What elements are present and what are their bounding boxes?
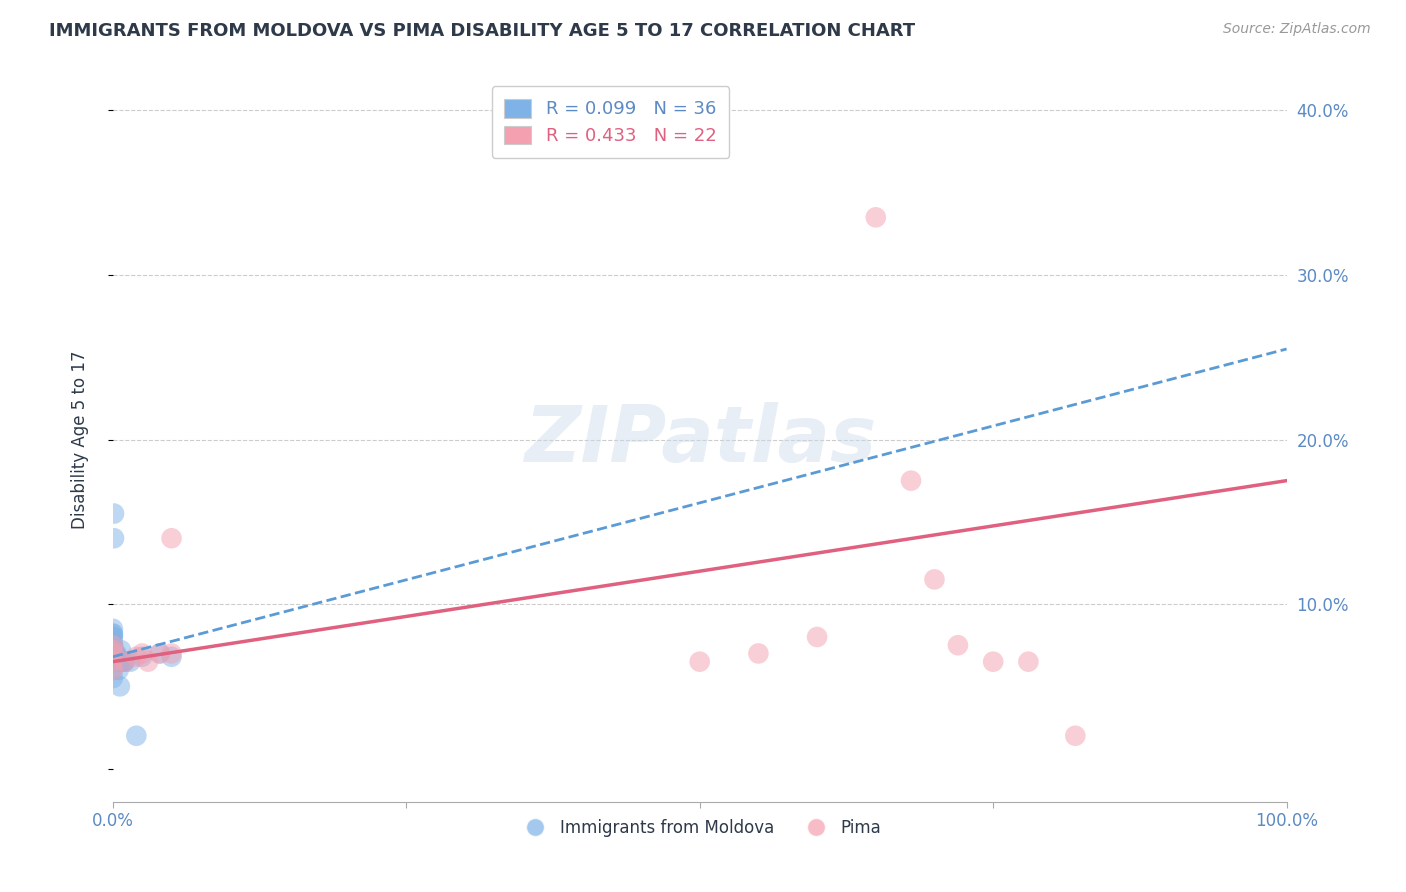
Point <box>101 643 124 657</box>
Y-axis label: Disability Age 5 to 17: Disability Age 5 to 17 <box>72 351 89 529</box>
Point <box>107 649 129 664</box>
Text: IMMIGRANTS FROM MOLDOVA VS PIMA DISABILITY AGE 5 TO 17 CORRELATION CHART: IMMIGRANTS FROM MOLDOVA VS PIMA DISABILI… <box>49 22 915 40</box>
Point <box>689 655 711 669</box>
Point <box>103 531 125 545</box>
Point <box>101 647 124 661</box>
Point <box>101 638 124 652</box>
Point <box>149 647 172 661</box>
Point <box>101 663 124 677</box>
Point <box>101 655 124 669</box>
Point <box>101 622 124 636</box>
Point <box>101 638 124 652</box>
Point <box>104 647 127 661</box>
Point <box>110 643 132 657</box>
Point <box>136 655 159 669</box>
Point <box>981 655 1004 669</box>
Point <box>101 638 124 652</box>
Point <box>114 655 136 669</box>
Point <box>125 649 148 664</box>
Point <box>101 630 124 644</box>
Point <box>111 655 134 669</box>
Point <box>101 671 124 685</box>
Point <box>1017 655 1039 669</box>
Point <box>865 211 887 225</box>
Point <box>806 630 828 644</box>
Point <box>107 663 129 677</box>
Point <box>946 638 969 652</box>
Point <box>104 655 127 669</box>
Point <box>105 647 128 661</box>
Point <box>125 729 148 743</box>
Point <box>101 647 124 661</box>
Text: ZIPatlas: ZIPatlas <box>523 401 876 477</box>
Point <box>101 626 124 640</box>
Point <box>101 663 124 677</box>
Point <box>1064 729 1087 743</box>
Point <box>114 655 136 669</box>
Point <box>900 474 922 488</box>
Point <box>114 655 136 669</box>
Point <box>747 647 769 661</box>
Point <box>120 655 142 669</box>
Point <box>101 638 124 652</box>
Point <box>108 679 131 693</box>
Point <box>101 647 124 661</box>
Point <box>101 643 124 657</box>
Point <box>149 647 172 661</box>
Point <box>101 655 124 669</box>
Point <box>101 655 124 669</box>
Point <box>101 643 124 657</box>
Point <box>101 638 124 652</box>
Legend: Immigrants from Moldova, Pima: Immigrants from Moldova, Pima <box>512 813 889 844</box>
Point <box>160 647 183 661</box>
Point <box>101 630 124 644</box>
Point <box>103 507 125 521</box>
Point <box>101 626 124 640</box>
Point <box>160 531 183 545</box>
Point <box>107 655 129 669</box>
Point <box>101 647 124 661</box>
Text: Source: ZipAtlas.com: Source: ZipAtlas.com <box>1223 22 1371 37</box>
Point <box>924 573 946 587</box>
Point <box>160 649 183 664</box>
Point <box>131 649 153 664</box>
Point <box>131 647 153 661</box>
